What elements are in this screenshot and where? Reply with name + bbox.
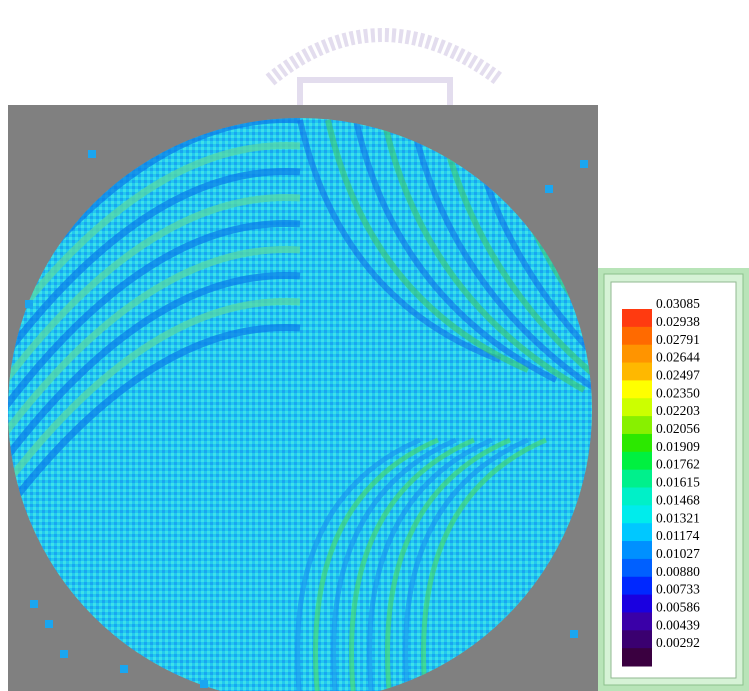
legend-swatch xyxy=(622,398,652,416)
legend-label: 0.01174 xyxy=(656,528,700,543)
legend-swatch xyxy=(622,648,652,666)
legend-swatch xyxy=(622,559,652,577)
legend-swatch xyxy=(622,577,652,595)
legend-swatch xyxy=(622,345,652,363)
legend-swatch xyxy=(622,452,652,470)
legend-swatch xyxy=(622,363,652,381)
legend-swatch xyxy=(622,630,652,648)
legend-label: 0.02497 xyxy=(656,367,700,382)
legend-swatch xyxy=(622,523,652,541)
legend-label: 0.00586 xyxy=(656,600,700,615)
legend-swatch xyxy=(622,309,652,327)
legend-label: 0.02938 xyxy=(656,314,700,329)
legend-label: 0.02056 xyxy=(656,421,700,436)
legend-label: 0.01027 xyxy=(656,546,700,561)
legend-label: 0.01321 xyxy=(656,510,700,525)
legend-label: 0.02203 xyxy=(656,403,700,418)
legend-label: 0.01909 xyxy=(656,439,700,454)
legend-swatch xyxy=(622,434,652,452)
legend-label: 0.02644 xyxy=(656,350,700,365)
legend-label: 0.01762 xyxy=(656,457,700,472)
legend-label: 0.00880 xyxy=(656,564,700,579)
legend-label: 0.02350 xyxy=(656,385,700,400)
legend-swatch xyxy=(622,416,652,434)
legend-label: 0.00733 xyxy=(656,582,700,597)
legend-swatch xyxy=(622,595,652,613)
legend: 0.03085 0.02938 0.02791 0.02644 0.02497 0.023… xyxy=(622,296,700,666)
legend-label: 0.01615 xyxy=(656,475,700,490)
page: 0.03085 0.02938 0.02791 0.02644 0.02497 0.023… xyxy=(0,0,749,691)
legend-label: 0.03085 xyxy=(656,296,700,311)
legend-swatch xyxy=(622,505,652,523)
legend-swatch xyxy=(622,380,652,398)
legend-label: 0.01468 xyxy=(656,492,700,507)
legend-swatch xyxy=(622,612,652,630)
legend-label: 0.00439 xyxy=(656,617,700,632)
legend-swatch xyxy=(622,488,652,506)
legend-swatch xyxy=(622,470,652,488)
legend-label: 0.00292 xyxy=(656,635,700,650)
watermark xyxy=(270,35,500,110)
legend-swatch xyxy=(622,541,652,559)
legend-label: 0.02791 xyxy=(656,332,700,347)
legend-swatch xyxy=(622,327,652,345)
figure: 0.03085 0.02938 0.02791 0.02644 0.02497 0.023… xyxy=(0,0,749,691)
